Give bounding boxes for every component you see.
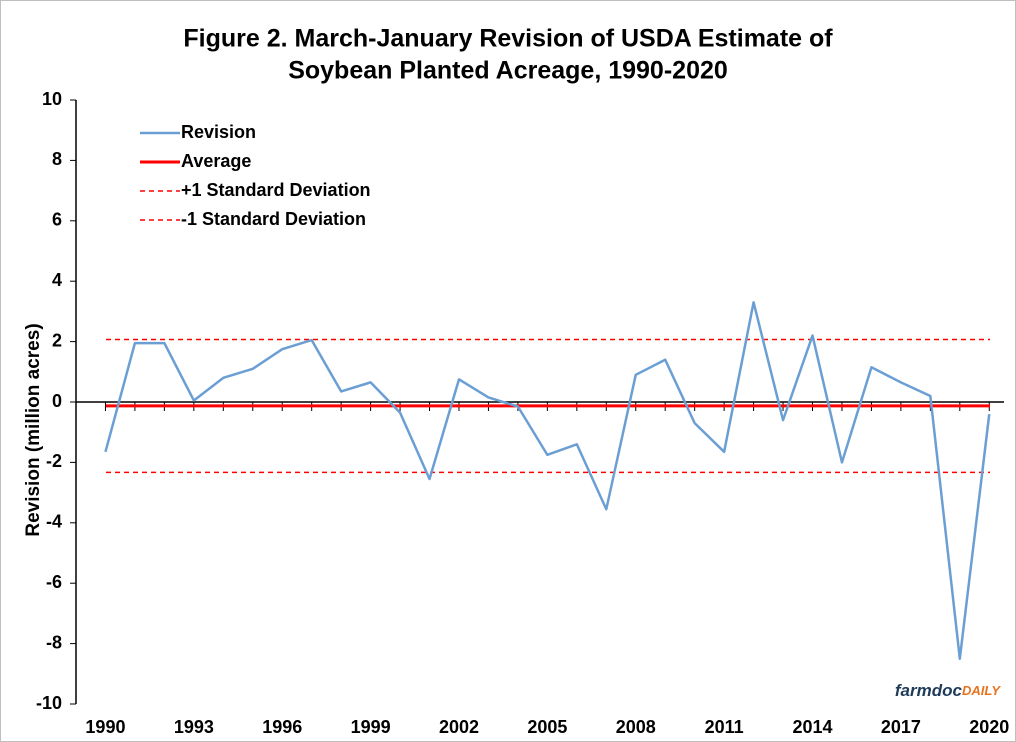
y-tick-label: 6	[52, 210, 62, 230]
x-tick-label: 2005	[527, 717, 567, 737]
logo: farmdocDAILY	[895, 681, 1001, 700]
y-tick-label: 0	[52, 391, 62, 411]
x-tick-label: 2014	[792, 717, 832, 737]
chart-subtitle: Soybean Planted Acreage, 1990-2020	[288, 57, 728, 85]
logo-main: farmdoc	[895, 681, 963, 700]
y-tick-label: 4	[52, 270, 62, 290]
y-tick-label: 10	[42, 89, 62, 109]
x-tick-label: 2017	[881, 717, 921, 737]
x-tick-label: 2011	[705, 717, 744, 737]
y-tick-label: 8	[52, 149, 62, 169]
y-tick-label: -4	[46, 512, 62, 532]
x-tick-label: 1993	[174, 717, 214, 737]
y-tick-label: -2	[46, 451, 62, 471]
x-tick-label: 2002	[439, 717, 479, 737]
x-tick-label: 2020	[969, 717, 1009, 737]
data-line	[104, 301, 991, 660]
y-tick-label: -6	[46, 572, 62, 592]
legend-label: +1 Standard Deviation	[181, 180, 371, 200]
x-tick-label: 1990	[85, 717, 125, 737]
legend-label: -1 Standard Deviation	[181, 209, 366, 229]
chart-title: Figure 2. March-January Revision of USDA…	[183, 25, 833, 53]
y-axis-label: Revision (million acres)	[23, 323, 44, 536]
logo-accent: DAILY	[962, 683, 1001, 698]
y-tick-label: -10	[36, 693, 62, 713]
legend-label: Revision	[181, 122, 256, 142]
y-tick-label: 2	[52, 330, 62, 350]
x-tick-label: 1996	[262, 717, 302, 737]
x-tick-label: 1999	[351, 717, 391, 737]
legend-label: Average	[181, 151, 251, 171]
y-tick-label: -8	[46, 632, 62, 652]
x-tick-label: 2008	[616, 717, 656, 737]
